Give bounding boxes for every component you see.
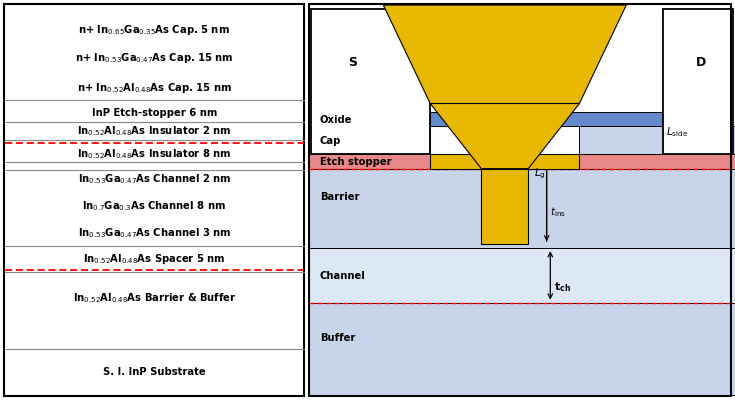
Text: D: D bbox=[696, 56, 706, 69]
Text: n+ In$_{0.65}$Ga$_{0.35}$As Cap. 5 nm: n+ In$_{0.65}$Ga$_{0.35}$As Cap. 5 nm bbox=[79, 23, 230, 37]
Text: In$_{0.52}$Al$_{0.48}$As Insulator 2 nm: In$_{0.52}$Al$_{0.48}$As Insulator 2 nm bbox=[77, 124, 232, 138]
Text: In$_{0.52}$Al$_{0.48}$As Insulator 8 nm: In$_{0.52}$Al$_{0.48}$As Insulator 8 nm bbox=[77, 147, 232, 160]
Text: n+ In$_{0.53}$Ga$_{0.47}$As Cap. 15 nm: n+ In$_{0.53}$Ga$_{0.47}$As Cap. 15 nm bbox=[75, 51, 234, 65]
Bar bbox=[4, 5, 304, 396]
Text: Etch stopper: Etch stopper bbox=[320, 157, 391, 167]
Bar bbox=[662, 10, 733, 154]
Bar bbox=[430, 112, 662, 126]
Text: Barrier: Barrier bbox=[320, 192, 359, 202]
Text: $\mathbf{t_{ch}}$: $\mathbf{t_{ch}}$ bbox=[554, 279, 571, 294]
Text: $t_{\rm ins}$: $t_{\rm ins}$ bbox=[551, 205, 567, 219]
Text: $L_{\rm g}$: $L_{\rm g}$ bbox=[534, 166, 546, 180]
Text: In$_{0.52}$Al$_{0.48}$As Spacer 5 nm: In$_{0.52}$Al$_{0.48}$As Spacer 5 nm bbox=[83, 252, 226, 265]
Text: n+ In$_{0.52}$Al$_{0.48}$As Cap. 15 nm: n+ In$_{0.52}$Al$_{0.48}$As Cap. 15 nm bbox=[77, 81, 232, 94]
Bar bbox=[311, 10, 430, 154]
Text: In$_{0.7}$Ga$_{0.3}$As Channel 8 nm: In$_{0.7}$Ga$_{0.3}$As Channel 8 nm bbox=[82, 198, 226, 212]
Text: Buffer: Buffer bbox=[320, 332, 355, 342]
Bar bbox=[579, 126, 735, 154]
Text: Cap: Cap bbox=[320, 136, 341, 145]
Bar bbox=[309, 154, 735, 169]
Text: In$_{0.53}$Ga$_{0.47}$As Channel 3 nm: In$_{0.53}$Ga$_{0.47}$As Channel 3 nm bbox=[78, 226, 231, 239]
Text: Oxide: Oxide bbox=[320, 114, 352, 124]
Text: S: S bbox=[348, 56, 357, 69]
Bar bbox=[309, 126, 430, 154]
Bar bbox=[309, 5, 731, 396]
Bar bbox=[309, 169, 735, 249]
Text: In$_{0.53}$Ga$_{0.47}$As Channel 2 nm: In$_{0.53}$Ga$_{0.47}$As Channel 2 nm bbox=[78, 172, 231, 185]
Text: $L_{\rm side}$: $L_{\rm side}$ bbox=[666, 125, 689, 139]
Polygon shape bbox=[384, 6, 626, 104]
Text: S. I. InP Substrate: S. I. InP Substrate bbox=[103, 366, 206, 376]
Polygon shape bbox=[430, 104, 579, 169]
Text: InP Etch-stopper 6 nm: InP Etch-stopper 6 nm bbox=[92, 107, 217, 117]
Bar bbox=[309, 249, 735, 303]
Polygon shape bbox=[430, 154, 579, 245]
Text: In$_{0.52}$Al$_{0.48}$As Barrier & Buffer: In$_{0.52}$Al$_{0.48}$As Barrier & Buffe… bbox=[73, 291, 236, 304]
Text: Channel: Channel bbox=[320, 271, 365, 281]
Bar bbox=[309, 303, 735, 395]
